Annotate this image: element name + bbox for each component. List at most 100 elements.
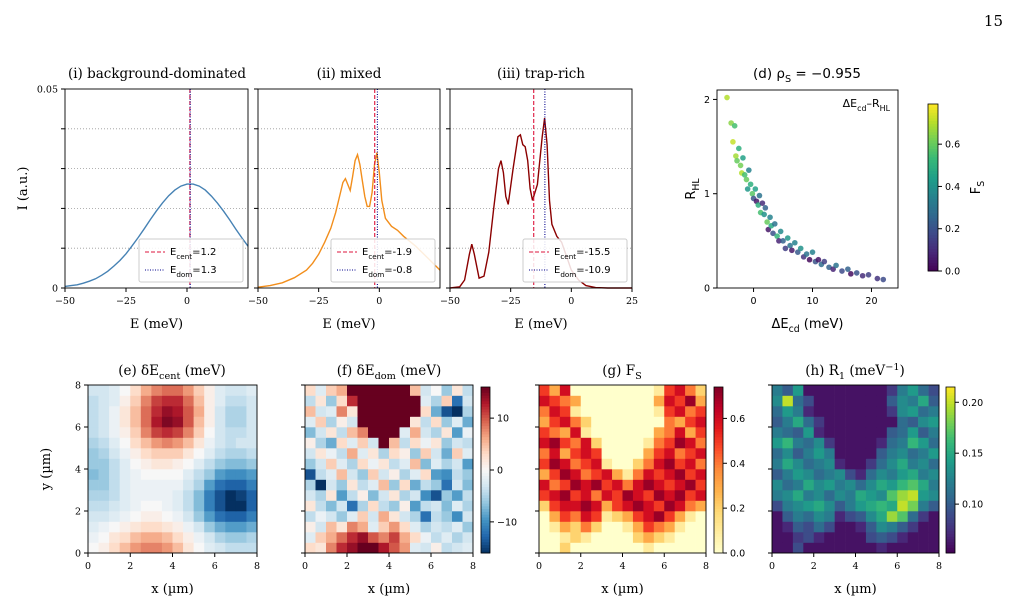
text-part: (g) F [602, 363, 635, 379]
heatmap-cell [162, 469, 173, 480]
heatmap-cell [633, 511, 644, 522]
heatmap-cell [696, 469, 707, 480]
colorbar-step [481, 495, 490, 498]
heatmap-cell [539, 480, 550, 491]
heatmap-cell [623, 490, 634, 501]
scatter-point [738, 163, 744, 169]
heatmap-cell [835, 490, 846, 501]
heatmap-cell [379, 543, 390, 554]
heatmap-cell [400, 469, 411, 480]
heatmap-cell [772, 469, 783, 480]
heatmap-cell [918, 501, 929, 512]
colorbar-step [928, 107, 938, 110]
heatmap-cell [814, 522, 825, 533]
heatmap-cell [539, 501, 550, 512]
heatmap-cell [814, 511, 825, 522]
colorbar-step [481, 464, 490, 467]
colorbar-step [714, 481, 723, 484]
heatmap-cell [452, 417, 463, 428]
y-tick-label: 0 [75, 549, 81, 560]
x-axis-label: x (µm) [368, 582, 410, 597]
heatmap-cell [612, 417, 623, 428]
heatmap-cell [316, 438, 327, 449]
heatmap-cell [908, 501, 919, 512]
heatmap-cell [570, 501, 581, 512]
heatmap-cell [368, 511, 379, 522]
heatmap-cell [347, 532, 358, 543]
colorbar-step [714, 412, 723, 415]
x-axis-label: E (meV) [514, 317, 567, 332]
colorbar-step [714, 545, 723, 548]
heatmap-cell [316, 501, 327, 512]
heatmap-cell [421, 396, 432, 407]
heatmap-cell [696, 427, 707, 438]
heatmap-cell [151, 501, 162, 512]
heatmap-cell [866, 501, 877, 512]
heatmap-cell [225, 511, 236, 522]
heatmap-cell [358, 406, 369, 417]
colorbar-tick-label: 0.2 [945, 224, 960, 235]
heatmap-cell [856, 459, 867, 470]
heatmap-cell [581, 469, 592, 480]
heatmap-cell [151, 448, 162, 459]
heatmap-cell [696, 459, 707, 470]
heatmap-cell [835, 543, 846, 554]
colorbar-step [946, 448, 955, 451]
x-tick-label: 8 [703, 561, 709, 572]
heatmap-cell [897, 438, 908, 449]
heatmap-cell [654, 417, 665, 428]
colorbar-step [714, 470, 723, 473]
heatmap-cell [602, 532, 613, 543]
colorbar-step [928, 160, 938, 163]
heatmap-cell [151, 406, 162, 417]
heatmap-cell [368, 501, 379, 512]
colorbar-step [946, 462, 955, 465]
heatmap-cell [654, 438, 665, 449]
heatmap-cell [358, 385, 369, 396]
colorbar-step [714, 404, 723, 407]
heatmap-cell [782, 511, 793, 522]
heatmap-cell [908, 480, 919, 491]
heatmap-cell [782, 406, 793, 417]
heatmap-cell [581, 543, 592, 554]
heatmap-cell [358, 490, 369, 501]
heatmap-cell [612, 438, 623, 449]
heatmap-cell [389, 406, 400, 417]
heatmap-cell [151, 438, 162, 449]
heatmap-cell [88, 490, 99, 501]
heatmap-cell [452, 490, 463, 501]
heatmap-cell [368, 459, 379, 470]
colorbar-step [928, 254, 938, 257]
colorbar-step [481, 437, 490, 440]
heatmap-cell [215, 385, 226, 396]
heatmap-cell [824, 427, 835, 438]
heatmap-cell [602, 406, 613, 417]
colorbar-step [946, 453, 955, 456]
heatmap-cell [643, 417, 654, 428]
heatmap-cell [326, 438, 337, 449]
colorbar-step [481, 393, 490, 396]
colorbar-step [946, 437, 955, 440]
heatmap-cell [856, 532, 867, 543]
heatmap-cell [120, 385, 131, 396]
colorbar-step [946, 542, 955, 545]
heatmap-cell [612, 532, 623, 543]
heatmap-cell [410, 448, 421, 459]
heatmap-cell [109, 543, 120, 554]
heatmap-cell [654, 480, 665, 491]
heatmap-cell [151, 459, 162, 470]
axes-title: (iii) trap-rich [497, 66, 585, 82]
heatmap-cell [908, 406, 919, 417]
scatter-point [753, 186, 759, 192]
heatmap-cell [88, 385, 99, 396]
heatmap-cell [162, 406, 173, 417]
colorbar-step [946, 512, 955, 515]
scatter-point [839, 268, 845, 274]
y-tick-label: 6 [75, 423, 81, 434]
colorbar-tick-label: 0.0 [945, 267, 960, 278]
heatmap-cell [591, 480, 602, 491]
heatmap-cell [929, 396, 940, 407]
heatmap-cell [379, 427, 390, 438]
legend-value: -15.5 [584, 247, 610, 258]
heatmap-cell [581, 490, 592, 501]
